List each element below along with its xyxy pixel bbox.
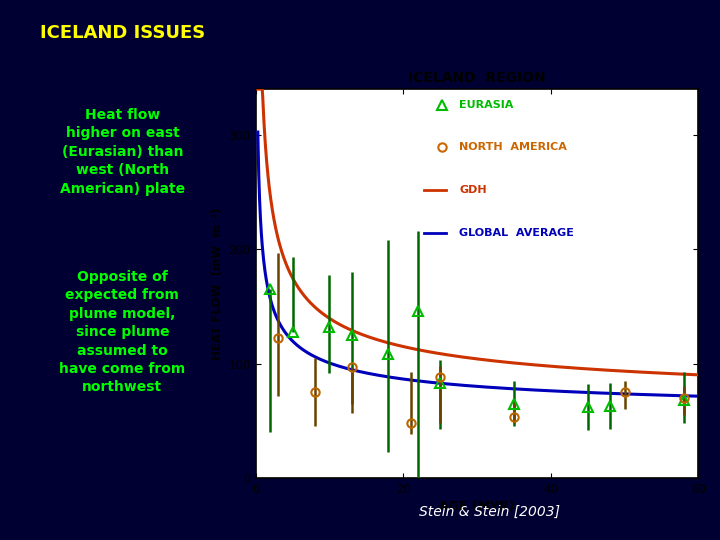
Y-axis label: HEAT FLOW  (mW  m⁻²): HEAT FLOW (mW m⁻²) bbox=[212, 207, 225, 360]
Text: Stein & Stein [2003]: Stein & Stein [2003] bbox=[419, 504, 560, 518]
Text: NORTH  AMERICA: NORTH AMERICA bbox=[459, 143, 567, 152]
Text: Heat flow
higher on east
(Eurasian) than
west (North
American) plate: Heat flow higher on east (Eurasian) than… bbox=[60, 108, 185, 195]
Text: Opposite of
expected from
plume model,
since plume
assumed to
have come from
nor: Opposite of expected from plume model, s… bbox=[59, 270, 186, 394]
Text: ICELAND ISSUES: ICELAND ISSUES bbox=[40, 24, 205, 42]
X-axis label: AGE (MYR): AGE (MYR) bbox=[439, 500, 515, 513]
Text: GDH: GDH bbox=[459, 185, 487, 195]
Text: GLOBAL  AVERAGE: GLOBAL AVERAGE bbox=[459, 228, 574, 238]
Title: ICELAND  REGION: ICELAND REGION bbox=[408, 71, 546, 85]
Text: EURASIA: EURASIA bbox=[459, 100, 513, 110]
